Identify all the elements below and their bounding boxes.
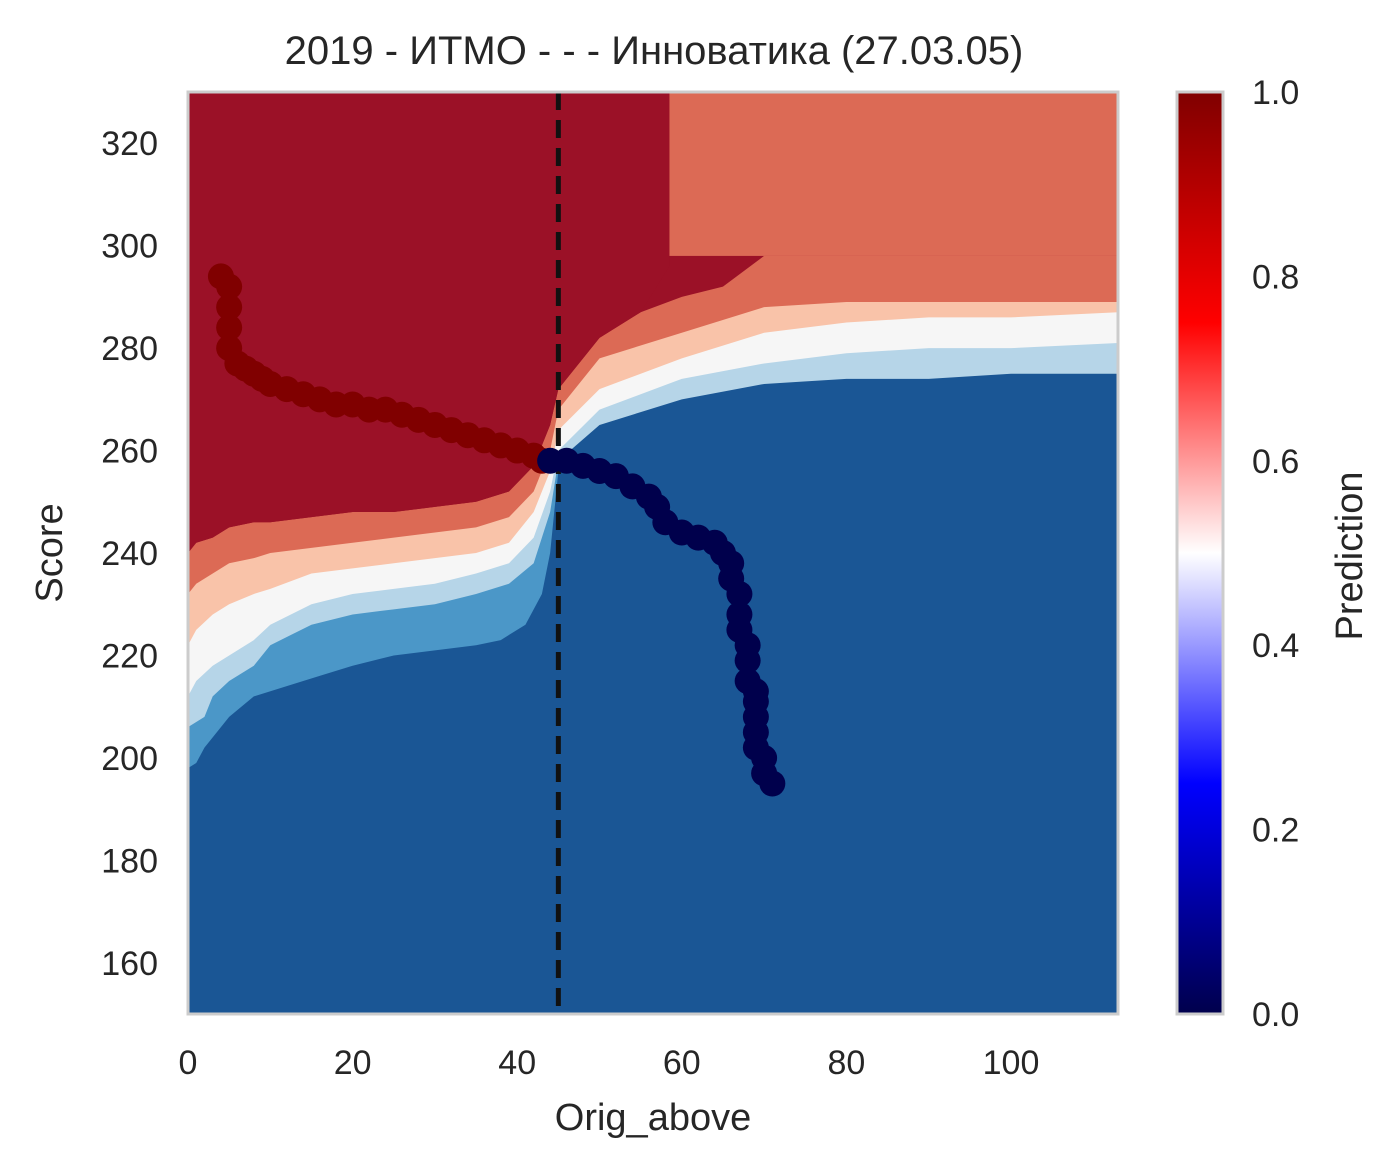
contour-band-upper-right — [669, 92, 1118, 256]
y-tick-label: 220 — [101, 637, 158, 675]
series-0-point-3 — [216, 314, 243, 341]
colorbar-ticks: 0.0 0.2 0.4 0.6 0.8 1.0 — [1252, 74, 1299, 1034]
series-1-point-28 — [759, 770, 786, 797]
chart-title: 2019 - ИТМО - - - Инноватика (27.03.05) — [285, 29, 1024, 73]
y-axis-label: Score — [29, 503, 71, 602]
series-1-point-15 — [726, 580, 753, 607]
x-tick-label: 60 — [663, 1044, 701, 1082]
plot-frame — [186, 90, 1120, 1016]
y-tick-label: 160 — [101, 945, 158, 983]
y-tick-label: 280 — [101, 330, 158, 368]
x-tick-label: 20 — [334, 1044, 372, 1082]
points-layer — [207, 263, 786, 797]
colorbar-label: Prediction — [1329, 472, 1371, 641]
y-tick-label: 300 — [101, 228, 158, 266]
colorbar-tick-label: 0.4 — [1252, 627, 1299, 665]
series-0-point-1 — [216, 273, 243, 300]
colorbar-tick-label: 0.6 — [1252, 443, 1299, 481]
colorbar: 0.0 0.2 0.4 0.6 0.8 1.0 Prediction — [1175, 74, 1371, 1034]
x-axis-label: Orig_above — [555, 1097, 751, 1139]
series-0-point-2 — [216, 294, 243, 321]
x-tick-label: 40 — [498, 1044, 536, 1082]
colorbar-tick-label: 0.0 — [1252, 996, 1299, 1034]
y-axis-ticks: 160 180 200 220 240 260 280 300 320 — [101, 125, 158, 983]
y-tick-label: 260 — [101, 433, 158, 471]
y-tick-label: 240 — [101, 535, 158, 573]
y-tick-label: 200 — [101, 740, 158, 778]
colorbar-tick-label: 0.2 — [1252, 812, 1299, 850]
plot-area — [188, 92, 1118, 1014]
contour-band-top — [188, 92, 670, 553]
x-axis-ticks: 0 20 40 60 80 100 — [179, 1044, 1040, 1082]
x-tick-label: 0 — [179, 1044, 198, 1082]
y-tick-label: 320 — [101, 125, 158, 163]
x-tick-label: 80 — [827, 1044, 865, 1082]
colorbar-gradient — [1175, 90, 1225, 1016]
y-tick-label: 180 — [101, 842, 158, 880]
colorbar-tick-label: 0.8 — [1252, 258, 1299, 296]
series-1-point-19 — [734, 647, 761, 674]
x-tick-label: 100 — [983, 1044, 1040, 1082]
colorbar-tick-label: 1.0 — [1252, 74, 1299, 112]
contour-layer — [188, 92, 1118, 1014]
